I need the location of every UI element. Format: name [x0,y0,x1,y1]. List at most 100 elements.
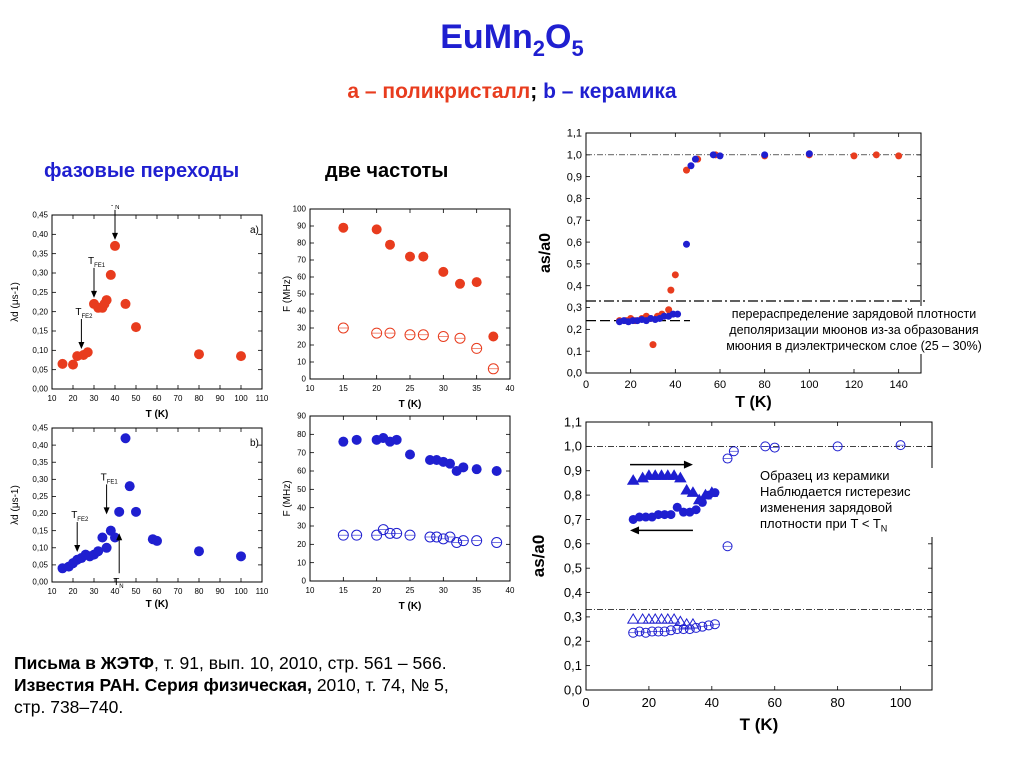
data-point [667,612,681,624]
data-point [471,277,482,288]
x-tick-label: 20 [372,586,381,595]
y-tick-label: 0,05 [32,561,48,570]
y-tick-label: 0,4 [564,585,582,600]
y-tick-label: 80 [297,430,306,439]
x-tick-label: 60 [714,379,726,391]
y-tick-label: 0,15 [32,526,48,535]
annotation-label: TFE1 [101,472,119,485]
x-axis-label: T (K) [399,399,422,410]
data-point [194,349,204,360]
plot-frame [585,132,922,374]
y-tick-label: 0,35 [32,458,48,467]
annotation-subscript: N [119,584,123,590]
page-subtitle: a – поликристалл; b – керамика [0,80,1024,104]
annotation-subscript: N [115,205,119,211]
data-point [649,341,657,349]
data-point [626,612,640,624]
x-tick-label: 60 [153,394,162,403]
note-line: изменения зарядовой [760,500,893,515]
data-point [236,551,246,562]
x-axis-label: T (K) [740,715,779,734]
hysteresis-arrowhead [630,526,640,535]
data-point [101,295,112,306]
x-tick-label: 140 [889,379,907,391]
x-tick-label: 40 [506,384,515,393]
annotation-subscript: FE2 [77,517,89,523]
y-tick-label: 30 [297,522,306,531]
x-tick-label: 40 [669,379,681,391]
annotation-arrowhead [78,341,85,349]
y-tick-label: 0,5 [567,259,582,271]
data-point [671,271,679,279]
annotation-label: TFE2 [75,307,93,320]
y-tick-label: 0,8 [564,487,582,502]
y-tick-label: 0,1 [564,658,582,673]
data-point [872,151,880,159]
x-tick-label: 40 [705,695,719,710]
annotation-fe2: TFE2 [71,510,89,553]
y-tick-label: 0,2 [564,634,582,649]
data-point [691,155,699,163]
hysteresis-arrowhead [683,460,693,469]
x-tick-label: 100 [234,587,248,596]
data-point [97,532,108,543]
x-tick-label: 25 [406,384,415,393]
x-tick-label: 40 [111,587,120,596]
x-tick-label: 25 [406,586,415,595]
y-tick-label: 0,40 [32,230,48,239]
data-point [120,433,131,444]
y-tick-label: 20 [297,341,306,350]
y-tick-label: 0,0 [564,682,582,697]
data-point [351,434,362,445]
x-tick-label: 35 [472,384,481,393]
y-tick-label: 0,6 [567,237,582,249]
data-point [371,224,382,235]
data-point [895,152,903,160]
note-line: перераспределение зарядовой плотности [731,307,977,321]
y-tick-label: 0,20 [32,307,48,316]
x-tick-label: 15 [339,586,348,595]
x-tick-label: 20 [69,394,78,403]
data-point [445,458,455,469]
data-point [110,240,120,251]
page-title: EuMn2O5 [440,18,584,61]
annotation-fe1: TFE1 [101,472,119,515]
data-point [667,286,675,294]
note-line: мюония в диэлектрическом слое (25 – 30%) [726,339,982,353]
y-tick-label: 0,00 [32,578,48,587]
x-tick-label: 40 [111,394,120,403]
data-point [455,278,465,289]
annotation-label: TFE1 [88,256,106,269]
y-tick-label: 80 [297,239,306,248]
annotation-arrowhead [112,232,118,240]
data-point [850,152,858,160]
x-tick-label: 100 [234,394,248,403]
data-point [655,612,668,624]
x-axis-label: T (K) [735,394,771,411]
y-tick-label: 0,9 [564,463,582,478]
y-tick-label: 70 [297,256,306,265]
data-point [68,359,78,370]
data-point [82,347,93,358]
x-tick-label: 20 [625,379,637,391]
x-tick-label: 20 [372,384,381,393]
data-point [418,251,429,262]
data-point [660,510,670,520]
y-tick-label: 1,1 [564,414,582,429]
y-tick-label: 0,10 [32,543,48,552]
x-tick-label: 70 [174,394,183,403]
data-point [391,434,402,445]
subtitle-b: b – керамика [543,80,677,103]
x-tick-label: 90 [216,587,225,596]
y-tick-label: 0,00 [32,385,48,394]
x-tick-label: 0 [582,695,589,710]
data-point [697,497,707,507]
note-line: деполяризации мюонов из-за образования [729,323,979,337]
data-point [634,512,644,522]
x-tick-label: 80 [759,379,771,391]
y-tick-label: 0,20 [32,509,48,518]
data-point [194,546,204,557]
reference-line-1: Письма в ЖЭТФ, т. 91, вып. 10, 2010, стр… [14,653,447,673]
x-tick-label: 10 [306,586,315,595]
x-tick-label: 20 [642,695,656,710]
